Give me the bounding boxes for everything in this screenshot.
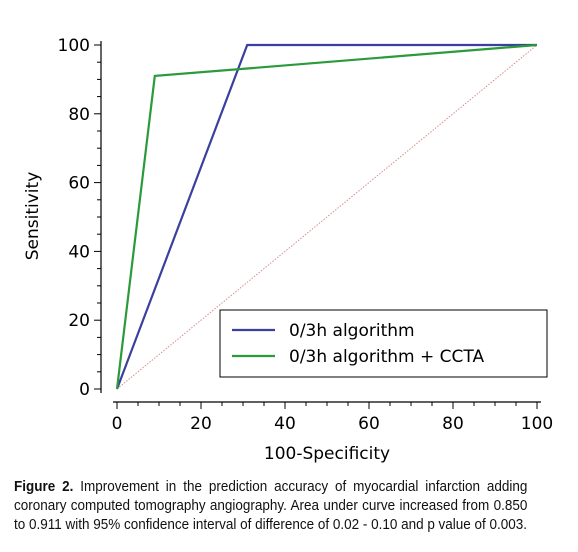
figure-caption-label: Figure 2. (14, 479, 74, 495)
x-axis-label: 100-Specificity (264, 444, 390, 464)
series-line-1 (115, 43, 538, 390)
series-layer (115, 43, 538, 390)
x-tick-label: 40 (274, 414, 296, 434)
y-tick-label: 80 (68, 105, 90, 125)
legend-label-0-3h-algorithm: 0/3h algorithm (289, 321, 415, 341)
y-axis-label: Sensitivity (23, 172, 43, 261)
roc-chart: 0 20 40 60 80 100 0 20 40 60 80 100 Sensitivity 100… (23, 36, 554, 464)
y-tick-label: 60 (68, 174, 90, 194)
y-tick-label: 100 (58, 36, 90, 56)
legend-label-0-3h-algorithm-ccta: 0/3h algorithm + CCTA (289, 347, 484, 367)
x-tick-label: 20 (190, 414, 212, 434)
y-tick-label: 40 (68, 242, 90, 262)
x-tick-label: 0 (112, 414, 123, 434)
legend-box (219, 309, 548, 378)
x-tick-label: 60 (358, 414, 380, 434)
y-tick-label: 0 (79, 380, 90, 400)
legend: 0/3h algorithm 0/3h algorithm + CCTA (219, 309, 548, 378)
series-line-0 (115, 43, 537, 390)
axis-ticks: 0 20 40 60 80 100 0 20 40 60 80 100 (58, 36, 554, 434)
y-tick-label: 20 (68, 311, 90, 331)
reference-diagonal-line (116, 44, 538, 390)
figure-caption-text: Improvement in the prediction accuracy o… (14, 479, 528, 533)
x-tick-label: 100 (521, 414, 553, 434)
figure-caption: Figure 2. Improvement in the prediction … (14, 478, 527, 535)
x-tick-label: 80 (442, 414, 464, 434)
